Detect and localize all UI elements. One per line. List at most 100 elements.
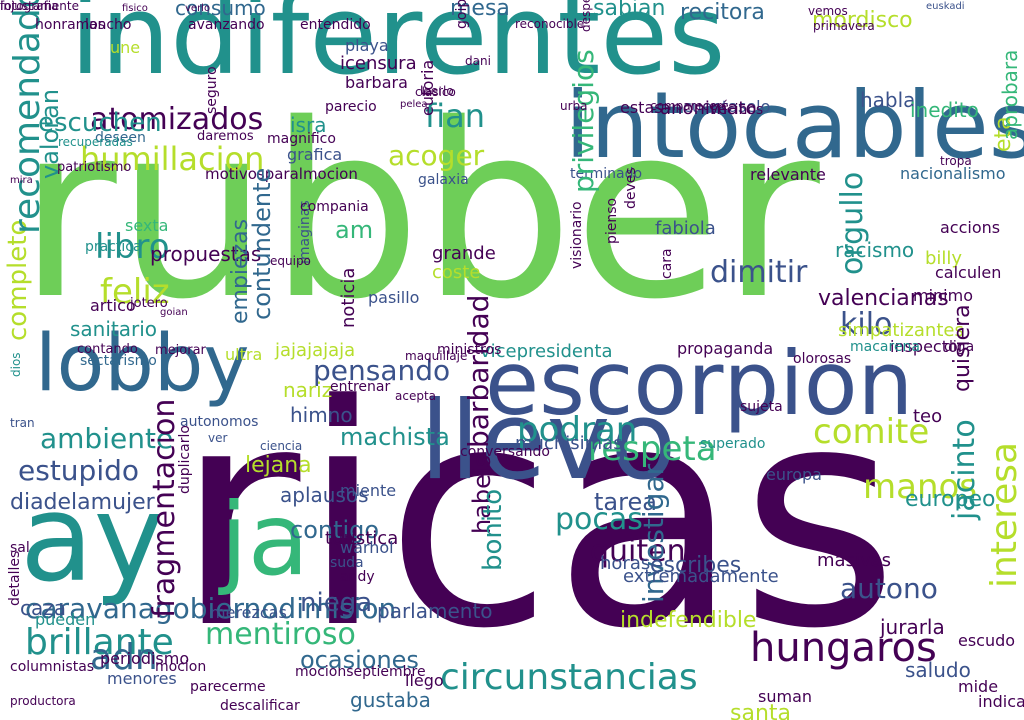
- cloud-word: deseen: [95, 130, 146, 146]
- cloud-word: estas: [620, 98, 663, 117]
- cloud-word: playa: [345, 36, 389, 55]
- cloud-word: avanzando: [188, 17, 265, 33]
- cloud-word: mentiroso: [205, 617, 356, 652]
- cloud-word: urba: [560, 99, 588, 113]
- cloud-word: jurarla: [880, 615, 945, 639]
- cloud-word: billy: [925, 248, 963, 269]
- cloud-word: mira: [10, 175, 33, 186]
- cloud-word: contando: [77, 342, 138, 357]
- cloud-word: propaganda: [677, 339, 774, 358]
- cloud-word: valencianas: [818, 286, 949, 311]
- cloud-word: santa: [730, 701, 791, 720]
- cloud-word: empiezas: [228, 218, 253, 324]
- cloud-word: niega: [300, 588, 373, 618]
- cloud-word: contundente: [248, 167, 276, 320]
- cloud-word: llego: [405, 671, 444, 690]
- cloud-word: coste: [432, 262, 481, 283]
- cloud-word: dimitir: [710, 255, 808, 290]
- cloud-word: vicepresidenta: [480, 341, 613, 362]
- cloud-word: suman: [758, 687, 813, 706]
- cloud-word: daremos: [197, 129, 254, 144]
- cloud-word: sectarismo: [80, 353, 157, 369]
- cloud-word: vecinos: [710, 102, 764, 118]
- cloud-word: escuchen: [38, 108, 162, 138]
- cloud-word: fisico: [122, 3, 148, 14]
- cloud-word: himno: [290, 403, 353, 427]
- cloud-word: sal: [10, 540, 30, 556]
- cloud-word: jacinto: [947, 419, 982, 520]
- cloud-word: inspector: [890, 337, 965, 356]
- cloud-word: podran: [517, 410, 638, 450]
- cloud-word: accions: [940, 218, 1001, 237]
- cloud-word: dani: [465, 54, 491, 68]
- cloud-word: despedida: [579, 0, 593, 32]
- cloud-word: detalles: [7, 550, 23, 606]
- cloud-word: circunstancias: [440, 657, 698, 698]
- cloud-word: columnistas: [10, 659, 95, 675]
- cloud-word: parecio: [325, 99, 377, 115]
- cloud-word: humillacion: [80, 140, 265, 178]
- cloud-word: racismo: [835, 238, 915, 262]
- cloud-word: entendido: [300, 17, 371, 33]
- cloud-word: ambiente: [40, 422, 174, 455]
- cloud-word: grande: [432, 243, 496, 264]
- cloud-word: artico: [90, 296, 136, 315]
- cloud-word: masivas: [817, 550, 892, 571]
- cloud-word: rubber: [18, 72, 820, 352]
- cloud-word: euskadi: [926, 1, 965, 12]
- cloud-word: autonomos: [180, 414, 259, 430]
- cloud-word: intocables: [565, 72, 1024, 179]
- cloud-word: equipo: [270, 254, 311, 268]
- cloud-word: sujeta: [740, 399, 783, 415]
- cloud-word: primavera: [813, 19, 875, 33]
- cloud-word: europa: [766, 465, 822, 484]
- cloud-word: warhol: [340, 538, 394, 557]
- cloud-word: sabian: [593, 0, 666, 21]
- cloud-word: goipologia: [454, 0, 470, 29]
- cloud-word: completo: [3, 219, 33, 341]
- cloud-word: gustaba: [350, 688, 431, 712]
- cloud-word: barbara: [345, 73, 408, 92]
- cloud-word: maquillaje: [405, 349, 468, 363]
- cloud-word: escudo: [958, 631, 1016, 650]
- cloud-word: suda: [330, 555, 364, 571]
- cloud-word: cuentaselo: [683, 97, 771, 116]
- cloud-word: andy: [340, 569, 375, 585]
- cloud-word: mordisco: [812, 8, 913, 33]
- cloud-word: recuperadas: [58, 135, 133, 149]
- cloud-word: lobby: [35, 319, 250, 409]
- cloud-word: ricas: [175, 340, 899, 695]
- cloud-word: indica: [978, 692, 1024, 711]
- cloud-word: indiferentes: [70, 0, 726, 99]
- cloud-word: aprobara: [998, 49, 1022, 140]
- cloud-word: mesa: [450, 0, 510, 21]
- cloud-word: teo: [913, 406, 943, 427]
- cloud-word: kilo: [840, 307, 893, 342]
- cloud-word: productora: [10, 694, 76, 708]
- cloud-word: machista: [340, 423, 450, 451]
- cloud-word: adn: [90, 637, 158, 678]
- cloud-word: indefendible: [620, 608, 757, 633]
- cloud-word: inedito: [910, 98, 979, 122]
- cloud-word: noticia: [338, 267, 359, 328]
- cloud-word: nariz: [283, 378, 333, 402]
- cloud-word: horas: [600, 553, 651, 574]
- cloud-word: ay: [20, 470, 165, 609]
- cloud-word: estupido: [18, 454, 139, 487]
- cloud-word: comite: [813, 412, 930, 452]
- cloud-word: extremadamente: [623, 566, 779, 587]
- cloud-word: bonito: [478, 488, 508, 571]
- cloud-word: magnifico: [267, 131, 336, 147]
- cloud-word: motivosparalmocion: [205, 165, 358, 183]
- cloud-word: mocion: [155, 659, 207, 675]
- cloud-word: injustamente: [0, 0, 79, 13]
- cloud-word: icensura: [340, 53, 417, 74]
- cloud-word: terminado: [570, 166, 643, 182]
- cloud-word: leerlo: [420, 84, 454, 98]
- cloud-word: atomizados: [90, 102, 264, 137]
- cloud-word: recitora: [680, 0, 765, 25]
- cloud-word: practica: [85, 239, 142, 255]
- cloud-word: habla: [860, 88, 916, 112]
- cloud-word: reconocible: [515, 17, 585, 31]
- cloud-word: autono: [840, 572, 938, 605]
